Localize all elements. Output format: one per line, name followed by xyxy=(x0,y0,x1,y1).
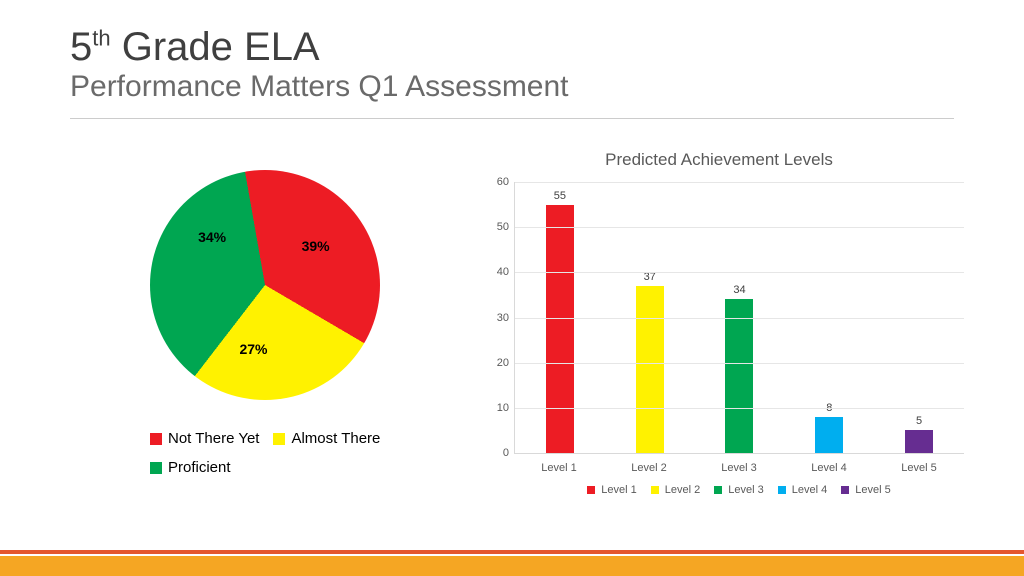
bar-xlabel: Level 1 xyxy=(514,462,604,474)
bar-value-label: 55 xyxy=(554,190,566,202)
legend-label: Level 2 xyxy=(665,484,700,496)
bar-value-label: 34 xyxy=(733,284,745,296)
content-area: 39% 27% 34% Not There Yet Almost There Profi… xyxy=(0,150,1024,546)
bar-value-label: 5 xyxy=(916,415,922,427)
legend-label: Level 1 xyxy=(601,484,636,496)
bar-ytick: 0 xyxy=(503,447,509,459)
bar: 8 xyxy=(815,417,843,453)
title-block: 5th Grade ELA Performance Matters Q1 Ass… xyxy=(0,0,1024,112)
bar: 37 xyxy=(636,286,664,453)
bar-gridline xyxy=(515,363,964,364)
bar-xlabel: Level 2 xyxy=(604,462,694,474)
page-title: 5th Grade ELA xyxy=(70,26,954,68)
title-rule xyxy=(70,118,954,119)
bar-chart-title: Predicted Achievement Levels xyxy=(470,150,968,170)
legend-label: Level 3 xyxy=(728,484,763,496)
bar-ytick: 30 xyxy=(497,312,509,324)
pie-panel: 39% 27% 34% Not There Yet Almost There Profi… xyxy=(0,150,470,546)
footer-accent-main xyxy=(0,556,1024,576)
bar-ytick: 40 xyxy=(497,266,509,278)
bar-gridline xyxy=(515,318,964,319)
title-prefix: 5 xyxy=(70,25,92,69)
bar-legend-item: Level 1 xyxy=(587,484,636,496)
bar-gridline xyxy=(515,227,964,228)
bar-gridline xyxy=(515,408,964,409)
pie-legend-item: Proficient xyxy=(150,459,231,476)
bar-legend-item: Level 4 xyxy=(778,484,827,496)
bar-legend: Level 1 Level 2 Level 3 Level 4 Level 5 xyxy=(514,484,964,496)
pie-chart: 39% 27% 34% xyxy=(150,170,380,400)
legend-label: Almost There xyxy=(291,430,380,447)
page-subtitle: Performance Matters Q1 Assessment xyxy=(70,70,954,104)
bar-legend-item: Level 3 xyxy=(714,484,763,496)
bar-gridline xyxy=(515,272,964,273)
bar-xlabel: Level 4 xyxy=(784,462,874,474)
legend-swatch xyxy=(150,433,162,445)
pie-legend-item: Not There Yet xyxy=(150,430,259,447)
bar-xlabel: Level 5 xyxy=(874,462,964,474)
bar-plot-area: 55373485 0102030405060 xyxy=(514,182,964,454)
bar: 55 xyxy=(546,205,574,453)
bar-ytick: 50 xyxy=(497,221,509,233)
bar-ytick: 10 xyxy=(497,402,509,414)
legend-label: Proficient xyxy=(168,459,231,476)
footer-stripe xyxy=(0,550,1024,576)
title-ordinal: th xyxy=(92,26,110,51)
legend-swatch xyxy=(587,486,595,494)
bar-panel: Predicted Achievement Levels 55 37 34 8 5 0 1… xyxy=(470,150,1024,546)
legend-swatch xyxy=(778,486,786,494)
bar-legend-item: Level 2 xyxy=(651,484,700,496)
bar-x-labels: Level 1Level 2Level 3Level 4Level 5 xyxy=(514,462,964,474)
legend-swatch xyxy=(651,486,659,494)
legend-label: Level 4 xyxy=(792,484,827,496)
bar-legend-item: Level 5 xyxy=(841,484,890,496)
legend-swatch xyxy=(273,433,285,445)
pie-graphic xyxy=(150,170,380,400)
pie-slice-label: 34% xyxy=(198,229,226,245)
pie-legend: Not There Yet Almost There Proficient xyxy=(150,430,380,488)
pie-slice-label: 27% xyxy=(239,341,267,357)
legend-label: Not There Yet xyxy=(168,430,259,447)
pie-slice-label: 39% xyxy=(302,238,330,254)
bar-chart: 55373485 0102030405060 Level 1Level 2Lev… xyxy=(480,174,968,474)
legend-label: Level 5 xyxy=(855,484,890,496)
bar-gridline xyxy=(515,182,964,183)
bar-ytick: 60 xyxy=(497,176,509,188)
bar-xlabel: Level 3 xyxy=(694,462,784,474)
title-rest: Grade ELA xyxy=(111,25,320,69)
bar: 5 xyxy=(905,430,933,453)
bar: 34 xyxy=(725,299,753,453)
legend-swatch xyxy=(714,486,722,494)
legend-swatch xyxy=(150,462,162,474)
legend-swatch xyxy=(841,486,849,494)
bar-ytick: 20 xyxy=(497,357,509,369)
pie-legend-item: Almost There xyxy=(273,430,380,447)
